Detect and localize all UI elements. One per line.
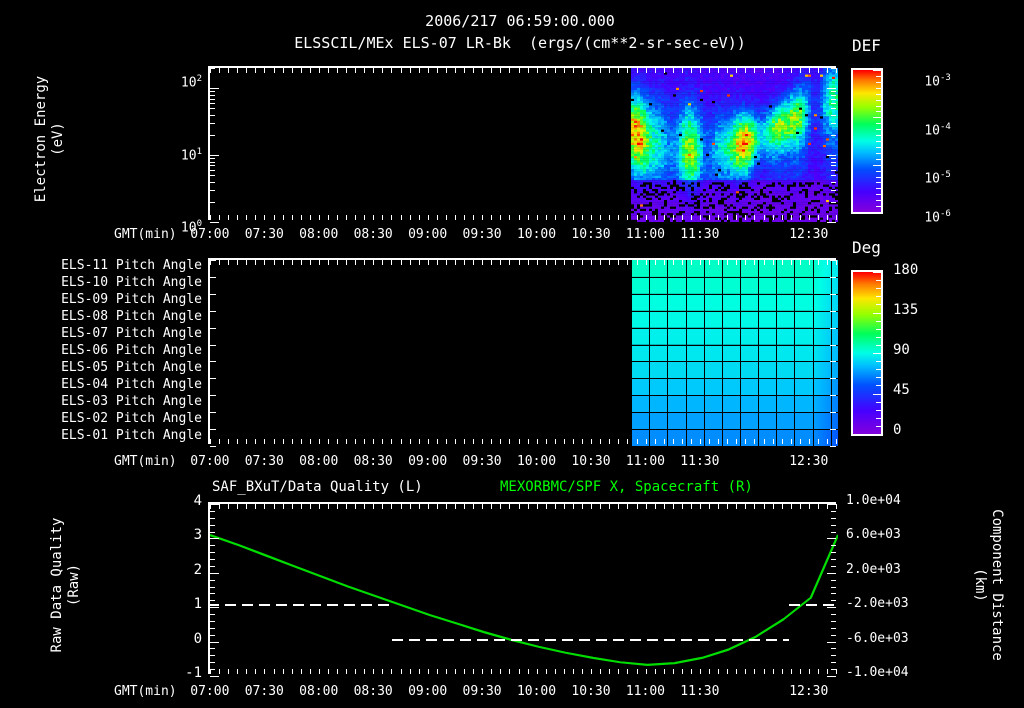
panel3-xtick-0700: 07:00 xyxy=(190,684,230,699)
panel2-xtick-1230: 12:30 xyxy=(789,454,829,469)
pitch-angle-row-label-10: ELS-10 Pitch Angle xyxy=(61,275,202,291)
pitch-angle-row-label-11: ELS-11 Pitch Angle xyxy=(61,258,202,274)
panel3-ytick-left-2: 2 xyxy=(193,561,202,578)
pitch-angle-row-label-03: ELS-03 Pitch Angle xyxy=(61,393,202,409)
panel2-xtick-0830: 08:30 xyxy=(353,454,393,469)
deg-colorbar-tick-135: 135 xyxy=(893,302,919,318)
page-subtitle: ELSSCIL/MEx ELS-07 LR-Bk (ergs/(cm**2-sr… xyxy=(294,34,746,52)
data-quality-dashed-segment-0 xyxy=(208,604,392,607)
panel2-xtick-1130: 11:30 xyxy=(680,454,720,469)
panel3-ytick-right-6.0e+03: 6.0e+03 xyxy=(846,527,901,543)
panel3-ytick-right--6.0e+03: -6.0e+03 xyxy=(846,630,909,646)
def-colorbar-tick-1e-5: 10-5 xyxy=(924,170,951,187)
panel3-ytick-left-3: 3 xyxy=(193,527,202,544)
page-title: 2006/217 06:59:00.000 xyxy=(425,12,615,30)
pitch-angle-row-label-04: ELS-04 Pitch Angle xyxy=(61,376,202,392)
pitch-angle-row-label-07: ELS-07 Pitch Angle xyxy=(61,326,202,342)
data-quality-panel xyxy=(208,502,838,677)
panel3-title-left: SAF_BXuT/Data Quality (L) xyxy=(212,479,423,495)
panel3-xtick-0900: 09:00 xyxy=(408,684,448,699)
panel1-xtick-1100: 11:00 xyxy=(625,227,665,242)
deg-colorbar-tick-45: 45 xyxy=(893,382,910,398)
def-colorbar-tick-1e-6: 10-6 xyxy=(924,209,951,226)
panel1-ytick-0: 100 xyxy=(180,219,202,236)
panel3-ylabel-right: Component Distance (km) xyxy=(972,509,1005,661)
panel1-ylabel-wrap: Electron Energy (eV) xyxy=(0,62,130,222)
panel3-xtick-1130: 11:30 xyxy=(680,684,720,699)
panel1-xtick-0800: 08:00 xyxy=(299,227,339,242)
pitch-angle-row-label-09: ELS-09 Pitch Angle xyxy=(61,292,202,308)
panel3-xtick-0830: 08:30 xyxy=(353,684,393,699)
panel1-xtick-1000: 10:00 xyxy=(516,227,557,242)
panel2-xtick-0900: 09:00 xyxy=(408,454,448,469)
panel3-ylabel-right-wrap: Component Distance (km) xyxy=(898,498,1024,678)
panel1-xtick-0830: 08:30 xyxy=(353,227,393,242)
panel1-xtick-0900: 09:00 xyxy=(408,227,448,242)
panel2-xtick-0930: 09:30 xyxy=(462,454,502,469)
panel3-xtick-0800: 08:00 xyxy=(299,684,339,699)
panel3-ytick-left-4: 4 xyxy=(193,493,202,509)
pitch-angle-row-label-02: ELS-02 Pitch Angle xyxy=(61,410,202,426)
panel3-ytick-right--2.0e+03: -2.0e+03 xyxy=(846,596,909,612)
panel3-ytick-right-1.0e+04: 1.0e+04 xyxy=(846,493,901,508)
panel1-xtick-1030: 10:30 xyxy=(571,227,611,242)
def-colorbar-tick-1e-4: 10-4 xyxy=(924,122,951,139)
deg-colorbar xyxy=(851,270,883,436)
panel1-ytick-2: 102 xyxy=(180,74,202,91)
panel3-ytick-right--1.0e+04: -1.0e+04 xyxy=(846,665,909,680)
panel1-ylabel: Electron Energy (eV) xyxy=(33,75,66,203)
pitch-angle-row-label-05: ELS-05 Pitch Angle xyxy=(61,359,202,375)
panel2-xaxis-label: GMT(min) xyxy=(114,454,177,469)
pitch-angle-row-label-01: ELS-01 Pitch Angle xyxy=(61,427,202,443)
panel3-xtick-0730: 07:30 xyxy=(244,684,284,699)
panel2-xtick-1100: 11:00 xyxy=(625,454,665,469)
panel3-xaxis-label: GMT(min) xyxy=(114,684,177,699)
panel1-ytick-1: 101 xyxy=(180,147,202,164)
deg-colorbar-tick-90: 90 xyxy=(893,342,910,358)
panel2-xtick-0700: 07:00 xyxy=(190,454,230,469)
panel1-xtick-0700: 07:00 xyxy=(190,227,230,242)
def-colorbar-title: DEF xyxy=(852,36,881,55)
panel2-xtick-1030: 10:30 xyxy=(571,454,611,469)
pitch-angle-row-label-08: ELS-08 Pitch Angle xyxy=(61,309,202,325)
pitch-angle-panel xyxy=(208,258,838,447)
panel1-xtick-1130: 11:30 xyxy=(680,227,720,242)
panel3-ytick-right-2.0e+03: 2.0e+03 xyxy=(846,561,901,577)
panel3-title-right: MEXORBMC/SPF X, Spacecraft (R) xyxy=(500,479,753,495)
data-quality-dashed-segment-2 xyxy=(789,604,836,607)
panel1-xtick-0930: 09:30 xyxy=(462,227,502,242)
deg-colorbar-tick-0: 0 xyxy=(893,422,902,438)
panel2-xtick-0730: 07:30 xyxy=(244,454,284,469)
panel3-ytick-left-0: 0 xyxy=(193,630,202,647)
panel2-xtick-1000: 10:00 xyxy=(516,454,557,469)
panel3-xtick-1000: 10:00 xyxy=(516,684,557,699)
panel3-xtick-1100: 11:00 xyxy=(625,684,665,699)
data-quality-dashed-segment-1 xyxy=(391,638,790,641)
panel3-ylabel-left: Raw Data Quality (Raw) xyxy=(49,517,82,653)
pitch-angle-row-label-06: ELS-06 Pitch Angle xyxy=(61,343,202,358)
panel2-xtick-0800: 08:00 xyxy=(299,454,339,469)
panel3-ytick-left--1: -1 xyxy=(185,665,202,681)
deg-colorbar-tick-180: 180 xyxy=(893,262,919,278)
panel3-ylabel-left-wrap: Raw Data Quality (Raw) xyxy=(0,498,156,678)
spectrogram-panel xyxy=(208,66,838,223)
deg-colorbar-title: Deg xyxy=(852,238,881,257)
def-colorbar xyxy=(851,68,883,214)
panel3-xtick-1230: 12:30 xyxy=(789,684,829,699)
panel1-xtick-0730: 07:30 xyxy=(244,227,284,242)
panel1-xtick-1230: 12:30 xyxy=(789,227,829,242)
panel1-xaxis-label: GMT(min) xyxy=(114,227,177,242)
panel3-xtick-0930: 09:30 xyxy=(462,684,502,699)
panel3-xtick-1030: 10:30 xyxy=(571,684,611,699)
panel3-ytick-left-1: 1 xyxy=(193,596,202,613)
def-colorbar-tick-1e-3: 10-3 xyxy=(924,73,951,90)
